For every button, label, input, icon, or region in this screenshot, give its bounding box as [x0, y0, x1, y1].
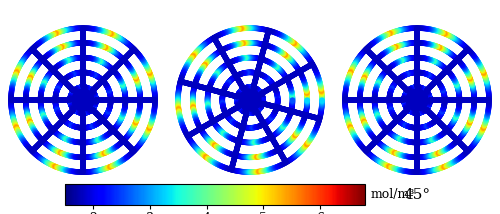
Text: 45°: 45°	[404, 188, 430, 202]
Text: 30°: 30°	[236, 188, 264, 202]
Circle shape	[406, 89, 428, 111]
Text: mol/m³: mol/m³	[371, 188, 415, 201]
Circle shape	[72, 89, 94, 111]
Circle shape	[239, 89, 261, 111]
Text: 15°: 15°	[70, 188, 96, 202]
